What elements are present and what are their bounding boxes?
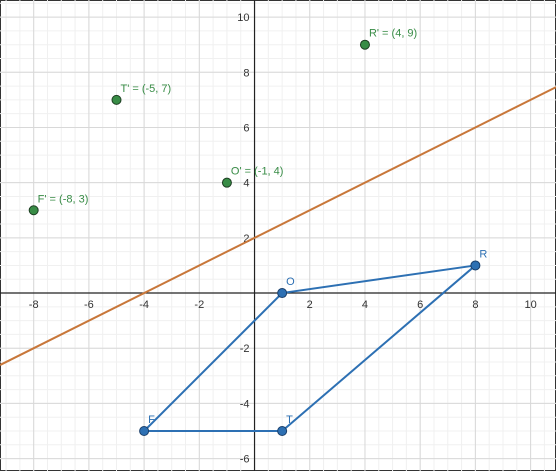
vertex bbox=[277, 425, 288, 436]
x-tick-label: -4 bbox=[139, 299, 149, 311]
y-tick-label: 10 bbox=[237, 12, 249, 24]
x-tick-label: 8 bbox=[472, 299, 478, 311]
y-tick-label: 8 bbox=[243, 67, 249, 79]
y-tick-label: 6 bbox=[243, 122, 249, 134]
y-tick-label: -2 bbox=[240, 343, 250, 355]
x-tick-label: -8 bbox=[29, 299, 39, 311]
y-tick-label: 4 bbox=[243, 178, 249, 190]
point bbox=[221, 177, 232, 188]
y-tick-label: 2 bbox=[243, 233, 249, 245]
y-tick-label: -6 bbox=[240, 454, 250, 466]
point bbox=[28, 205, 39, 216]
vertex-label: T bbox=[286, 414, 293, 426]
vertex bbox=[470, 260, 481, 271]
line bbox=[0, 86, 556, 366]
vertex-label: R bbox=[479, 248, 487, 260]
x-tick-label: 4 bbox=[362, 299, 368, 311]
point-label: F' = (-8, 3) bbox=[38, 193, 89, 205]
y-tick-label: -4 bbox=[240, 398, 250, 410]
x-tick-label: 10 bbox=[524, 299, 536, 311]
x-tick-label: -6 bbox=[84, 299, 94, 311]
vertex bbox=[277, 288, 288, 299]
vertex-label: F bbox=[148, 414, 155, 426]
x-tick-label: 2 bbox=[307, 299, 313, 311]
vertex-label: O bbox=[286, 276, 295, 288]
vertex bbox=[139, 425, 150, 436]
x-tick-label: 6 bbox=[417, 299, 423, 311]
point bbox=[359, 39, 370, 50]
point-label: R' = (4, 9) bbox=[369, 28, 417, 40]
x-tick-label: -2 bbox=[194, 299, 204, 311]
point bbox=[111, 94, 122, 105]
point-label: O' = (-1, 4) bbox=[231, 166, 284, 178]
point-label: T' = (-5, 7) bbox=[121, 83, 172, 95]
